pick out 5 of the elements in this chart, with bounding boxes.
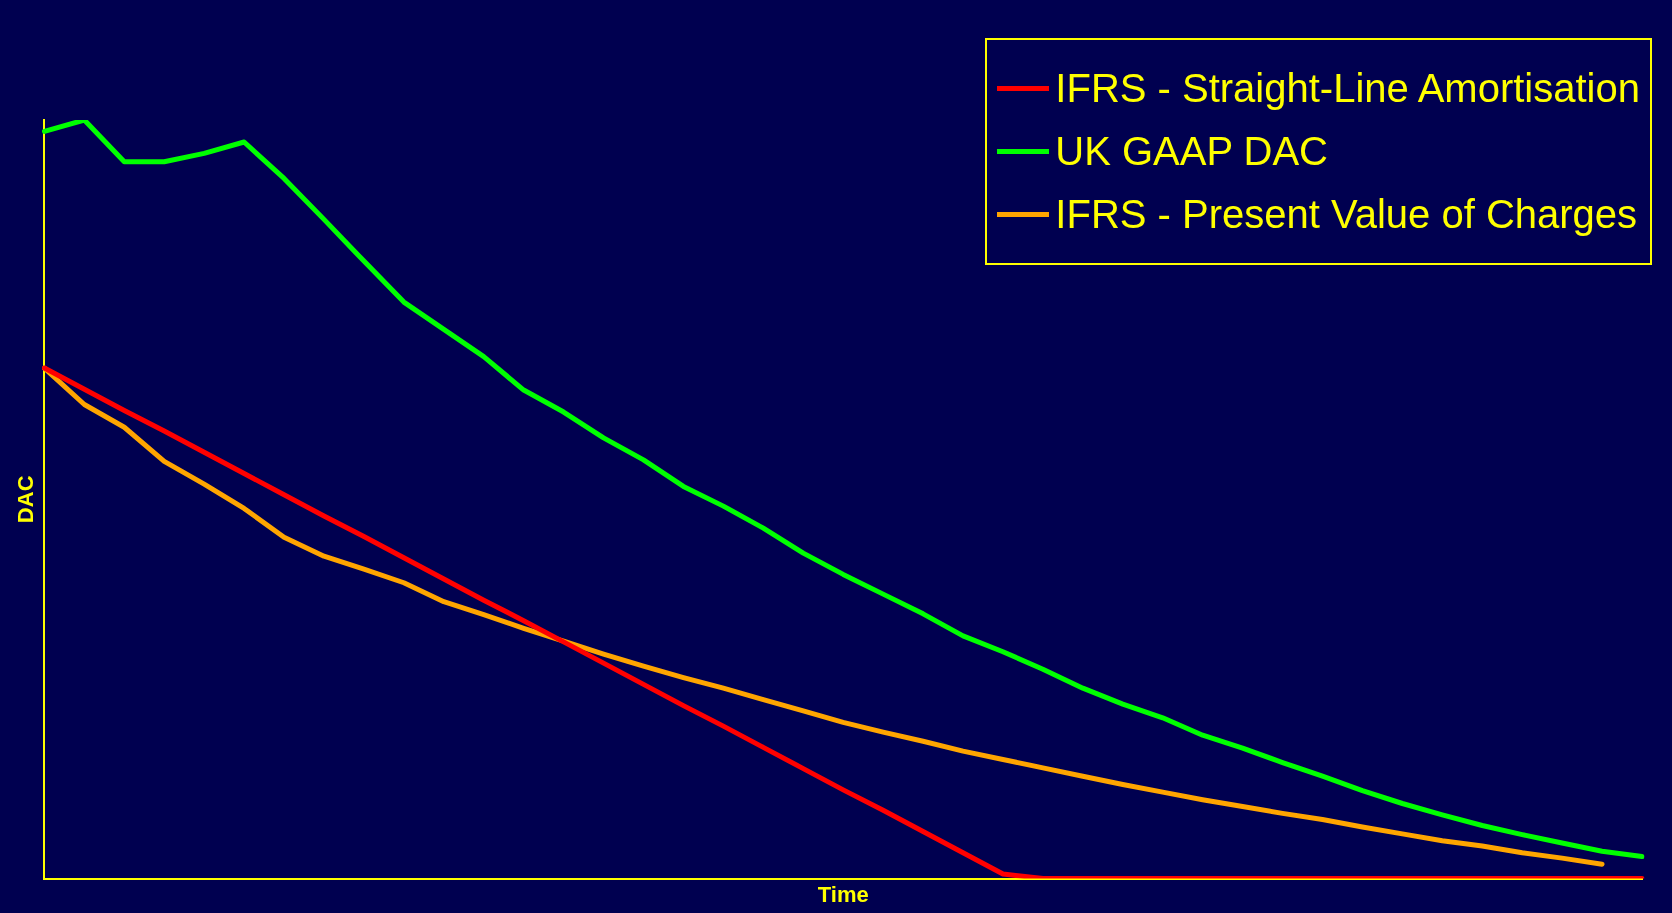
legend-label: IFRS - Straight-Line Amortisation [1055, 66, 1640, 111]
legend-label: UK GAAP DAC [1055, 129, 1329, 174]
y-axis-title: DAC [13, 475, 39, 524]
legend-label: IFRS - Present Value of Charges [1055, 192, 1638, 237]
x-axis-title: Time [817, 881, 869, 907]
